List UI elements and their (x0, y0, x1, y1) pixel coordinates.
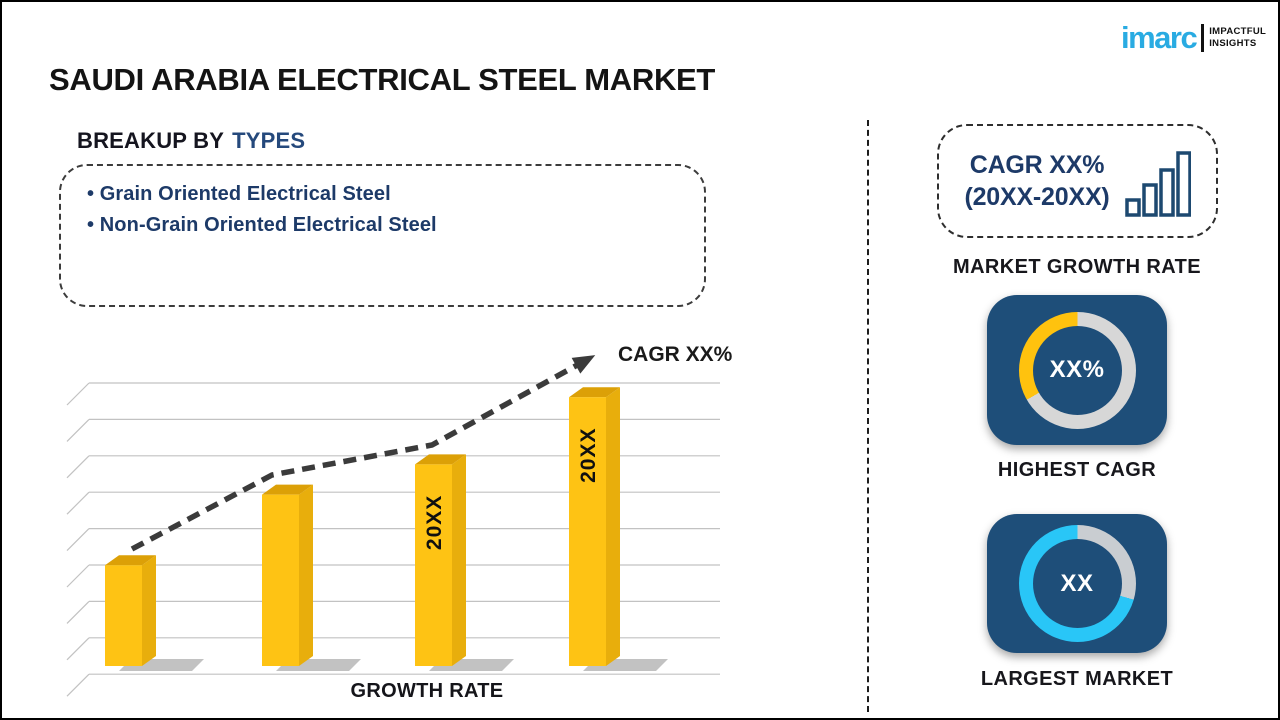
bar-year-label: 20XX (423, 495, 446, 550)
imarc-logo: imarc IMPACTFUL INSIGHTS (1121, 22, 1266, 53)
breakup-types-box: Grain Oriented Electrical Steel Non-Grai… (59, 164, 706, 307)
cagr-period-line: (20XX-20XX) (964, 183, 1110, 211)
breakup-heading: BREAKUP BY TYPES (77, 128, 305, 154)
largest-market-card: XX (987, 514, 1167, 653)
market-growth-rate-label: MARKET GROWTH RATE (953, 256, 1201, 278)
highest-cagr-value: XX% (1049, 356, 1105, 383)
largest-market-caption: LARGEST MARKET (980, 668, 1174, 690)
gridline-perspective-tick (66, 600, 90, 624)
gridline-perspective-tick (66, 455, 90, 479)
largest-market-value: XX (1060, 569, 1094, 597)
breakup-heading-prefix: BREAKUP BY (77, 128, 225, 153)
bar-top-face (262, 484, 313, 495)
gridline-perspective-tick (66, 382, 90, 406)
bar-top-face (415, 454, 466, 465)
bar-front-face (262, 494, 299, 666)
logo-tagline-line2: INSIGHTS (1209, 37, 1257, 49)
breakup-items-list: Grain Oriented Electrical Steel Non-Grai… (87, 179, 704, 241)
highest-cagr-donut-center: XX% (1032, 325, 1122, 415)
gridline-perspective-tick (66, 564, 90, 588)
cagr-summary-text: CAGR XX% (20XX-20XX) (964, 149, 1109, 213)
gridline-perspective-tick (66, 637, 90, 661)
bar-3: 20XX (415, 454, 514, 671)
bar-top-face (105, 555, 156, 566)
chart-x-axis-label: GROWTH RATE (350, 680, 504, 702)
gridline-perspective-tick (66, 491, 90, 515)
bar-side-face (299, 484, 313, 666)
cagr-trend-label: CAGR XX% (618, 343, 733, 366)
growth-chart-svg: 20XX 20XX (66, 355, 720, 697)
logo-divider-bar (1201, 23, 1205, 52)
vertical-dashed-divider (867, 120, 869, 712)
logo-tagline: IMPACTFUL INSIGHTS (1209, 26, 1266, 49)
logo-tagline-line1: IMPACTFUL (1209, 26, 1267, 38)
trend-arrow (130, 355, 596, 552)
cagr-summary-box: CAGR XX% (20XX-20XX) (937, 124, 1218, 238)
gridline-perspective-tick (66, 673, 90, 697)
breakup-heading-highlight: TYPES (232, 128, 306, 153)
page-title: SAUDI ARABIA ELECTRICAL STEEL MARKET (49, 62, 716, 97)
gridline-perspective-tick (66, 528, 90, 552)
highest-cagr-card: XX% (987, 295, 1167, 445)
bar-chart-icon (1124, 151, 1191, 217)
bar-side-face (452, 454, 466, 666)
highest-cagr-caption: HIGHEST CAGR (997, 459, 1157, 481)
imarc-brand-text: imarc (1121, 20, 1198, 55)
bar-4: 20XX (569, 387, 668, 671)
bar-side-face (142, 555, 156, 666)
bar-front-face (415, 464, 452, 666)
bar-top-face (569, 387, 620, 398)
breakup-item: Non-Grain Oriented Electrical Steel (87, 210, 704, 241)
bar-2 (262, 484, 361, 671)
highest-cagr-donut-chart: XX% (1018, 311, 1136, 429)
bar-side-face (606, 387, 620, 666)
gridline-perspective-tick (66, 418, 90, 442)
bar-front-face (569, 397, 606, 666)
bar-1 (105, 555, 204, 671)
largest-market-donut-center: XX (1032, 539, 1122, 628)
bar-year-label: 20XX (577, 428, 600, 483)
cagr-value-line: CAGR XX% (969, 151, 1105, 179)
bar-front-face (105, 565, 142, 666)
largest-market-donut-chart: XX (1018, 525, 1136, 642)
breakup-item: Grain Oriented Electrical Steel (87, 179, 704, 210)
